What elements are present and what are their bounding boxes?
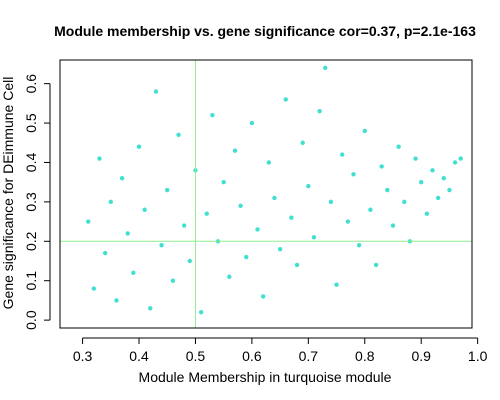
data-point (373, 262, 379, 268)
data-point (238, 203, 243, 209)
data-point (255, 227, 260, 232)
data-point (249, 120, 255, 126)
y-tick-label: 0.4 (23, 153, 39, 173)
data-point (165, 187, 170, 193)
data-point (317, 109, 322, 114)
data-point (176, 132, 181, 138)
data-point (181, 223, 187, 228)
data-point (300, 140, 305, 145)
x-tick-label: 0.7 (299, 348, 319, 364)
data-point (148, 306, 153, 311)
data-point (368, 207, 373, 212)
data-point (362, 128, 367, 134)
data-point (356, 243, 362, 248)
y-tick-label: 0.3 (23, 192, 39, 212)
data-point (277, 246, 283, 252)
data-point (232, 148, 238, 153)
data-point (283, 97, 288, 102)
data-point (227, 274, 232, 279)
data-point (170, 278, 176, 283)
x-tick-label: 0.9 (411, 348, 431, 364)
data-point (323, 65, 328, 71)
y-tick-label: 0.5 (23, 113, 39, 133)
data-point (385, 187, 390, 193)
x-tick-label: 0.5 (186, 348, 206, 364)
data-point (328, 199, 334, 205)
chart-title: Module membership vs. gene significance … (54, 23, 476, 39)
y-tick-label: 0.2 (23, 231, 39, 251)
data-point (413, 156, 418, 161)
data-point (339, 152, 345, 157)
data-point (153, 89, 159, 94)
data-point (142, 207, 147, 212)
x-axis: 0.3 0.4 0.5 0.6 0.7 0.8 0.9 1.0 (73, 337, 488, 364)
data-point (108, 199, 113, 205)
data-point (86, 219, 91, 224)
data-point (204, 211, 209, 216)
reference-lines (60, 60, 472, 328)
data-point (244, 254, 249, 260)
data-point (91, 286, 97, 291)
y-tick-label: 0.6 (23, 74, 39, 94)
data-point (131, 270, 136, 276)
data-point (402, 199, 407, 205)
data-points (86, 65, 463, 315)
y-tick-label: 0.1 (23, 271, 39, 291)
data-point (379, 164, 384, 169)
x-tick-label: 0.3 (73, 348, 93, 364)
data-point (334, 282, 339, 287)
data-point (424, 211, 430, 216)
x-axis-label: Module Membership in turquoise module (139, 369, 392, 385)
data-point (221, 179, 226, 185)
data-point (159, 243, 164, 248)
data-point (441, 176, 446, 181)
data-point (266, 160, 272, 165)
data-point (452, 160, 458, 165)
data-point (294, 262, 300, 268)
data-point (198, 310, 204, 315)
data-point (435, 195, 441, 201)
x-tick-label: 0.8 (355, 348, 375, 364)
data-point (345, 219, 351, 224)
y-axis: 0.0 0.1 0.2 0.3 0.4 0.5 0.6 (23, 74, 51, 330)
data-point (102, 250, 108, 256)
data-point (396, 144, 401, 149)
data-point (187, 258, 193, 264)
data-point (390, 223, 396, 228)
y-axis-label: Gene significance for DEimmune Cell (0, 77, 16, 310)
data-point (419, 179, 424, 185)
data-point (430, 168, 435, 173)
data-point (114, 298, 119, 303)
data-point (447, 187, 452, 193)
data-point (136, 144, 142, 149)
data-point (97, 156, 102, 161)
plot-frame (59, 59, 473, 329)
data-point (272, 195, 277, 201)
data-point (458, 156, 463, 161)
data-point (210, 112, 215, 118)
x-tick-label: 0.6 (242, 348, 262, 364)
data-point (260, 294, 266, 299)
x-tick-label: 1.0 (468, 348, 488, 364)
data-point (311, 235, 317, 240)
data-point (351, 172, 356, 177)
data-point (125, 231, 130, 236)
data-point (119, 176, 125, 181)
y-tick-label: 0.0 (23, 310, 39, 330)
data-point (306, 183, 311, 189)
data-point (289, 215, 294, 220)
x-tick-label: 0.4 (129, 348, 149, 364)
